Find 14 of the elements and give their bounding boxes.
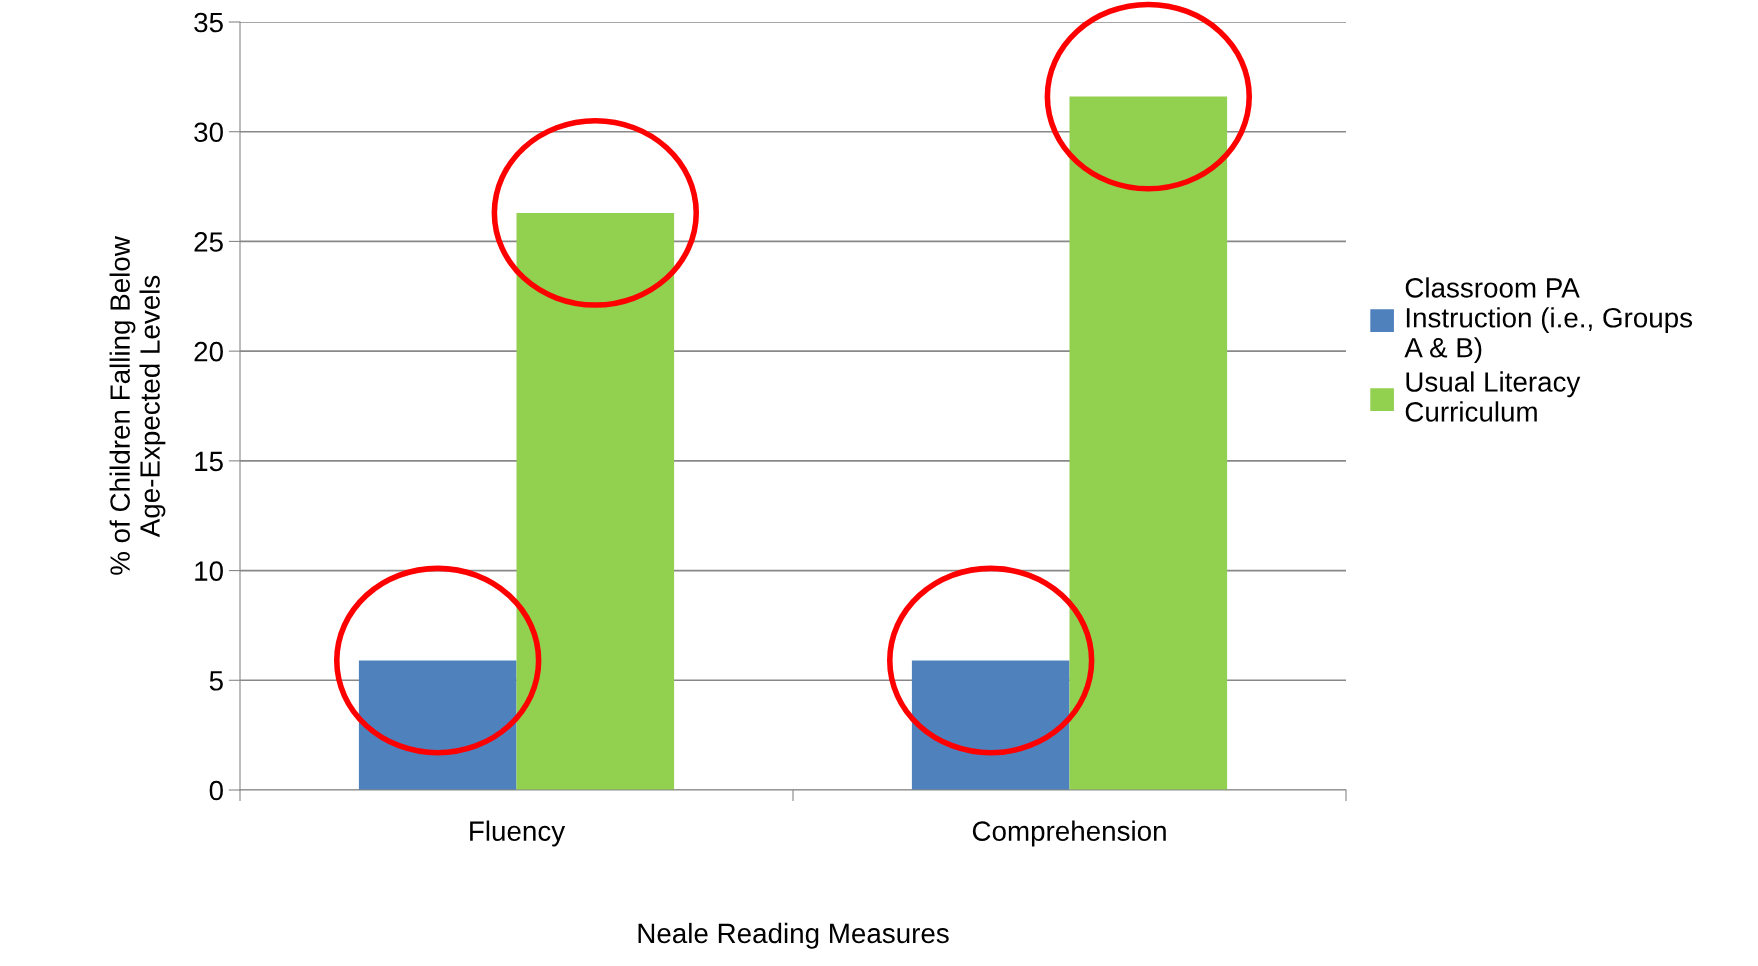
legend-label: Usual Literacy Curriculum [1405,371,1581,422]
y-tick-label: 5 [209,671,223,691]
x-axis-title: Neale Reading Measures [638,922,949,949]
y-tick-label: 30 [194,122,223,143]
x-tick-label: Comprehension [972,820,1166,847]
y-tick-label: 0 [209,780,223,801]
y-tick-label: 20 [194,341,223,362]
y-tick-label: 10 [195,561,223,581]
legend-label: Classroom PA Instruction (i.e., Groups A & B) [1404,277,1693,364]
x-tick-label: Fluency [470,820,566,847]
y-tick-label: 35 [194,12,223,33]
y-tick-label: 15 [195,451,223,472]
y-axis-title: % of Children Falling Below Age-Expected Levels [109,236,166,575]
y-tick-label: 25 [194,232,223,252]
